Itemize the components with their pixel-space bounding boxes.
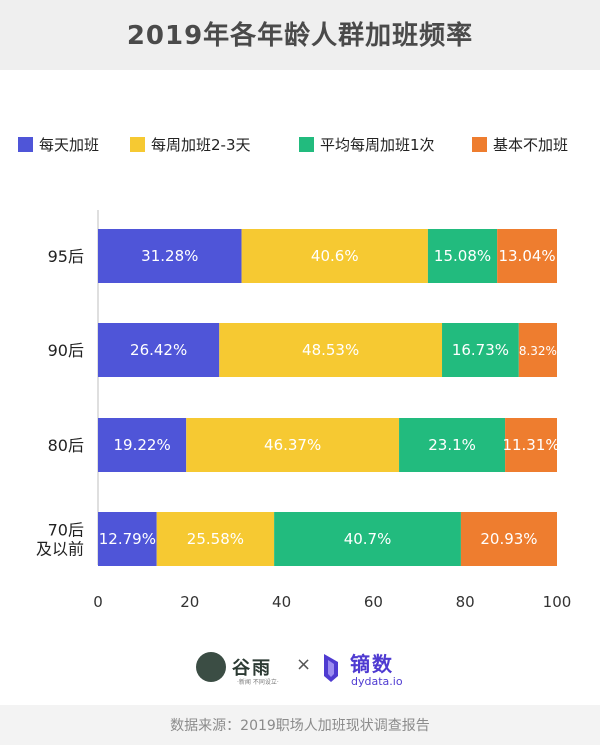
- bar-data-label: 23.1%: [428, 436, 476, 454]
- x-tick-label: 40: [272, 593, 291, 611]
- bar-segment: [518, 323, 557, 377]
- legend-swatch-daily: [18, 137, 33, 152]
- bar-segment: [98, 229, 242, 283]
- bar-data-label: 20.93%: [480, 530, 537, 548]
- category-label: 70后及以前: [36, 521, 84, 559]
- bar-segment: [505, 418, 557, 472]
- bar-segment: [460, 512, 557, 566]
- category-label: 90后: [48, 341, 84, 360]
- header-band: [0, 0, 600, 70]
- legend-swatch-rarely: [472, 137, 487, 152]
- legend-label-rarely: 基本不加班: [493, 136, 569, 154]
- dydata-logo-icon: [324, 654, 338, 682]
- bar-data-label: 11.31%: [502, 436, 559, 454]
- guyu-logo-subtext: ·新闻 不同设立·: [237, 679, 279, 686]
- bar-data-label: 15.08%: [434, 247, 491, 265]
- bar-segment: [442, 323, 519, 377]
- x-tick-label: 20: [180, 593, 199, 611]
- logo-separator: ×: [296, 654, 312, 675]
- bar-data-label: 26.42%: [130, 341, 187, 359]
- bar-data-label: 40.7%: [344, 530, 392, 548]
- bar-segment: [219, 323, 443, 377]
- bar-data-label: 8.32%: [519, 344, 557, 358]
- bar-segment: [241, 229, 428, 283]
- bar-data-label: 12.79%: [99, 530, 156, 548]
- logo-row: 谷雨 ·新闻 不同设立· × 镝数 dydata.io: [0, 640, 600, 700]
- legend-label-weekly-once: 平均每周加班1次: [320, 136, 435, 154]
- category-label: 80后: [48, 436, 84, 455]
- legend-label-daily: 每天加班: [39, 136, 100, 154]
- guyu-logo-icon: [196, 652, 226, 682]
- chart-title: 2019年各年龄人群加班频率: [126, 21, 474, 51]
- bar-segment: [98, 323, 220, 377]
- bar-segment: [399, 418, 506, 472]
- bar-segment: [98, 418, 187, 472]
- bar-data-label: 25.58%: [187, 530, 244, 548]
- bar-segment: [427, 229, 498, 283]
- bar-data-label: 19.22%: [114, 436, 171, 454]
- chart-legend: 每天加班 每周加班2-3天 平均每周加班1次 基本不加班: [18, 135, 598, 155]
- bar-data-label: 48.53%: [302, 341, 359, 359]
- bar-segment: [186, 418, 400, 472]
- guyu-logo-text: 谷雨: [232, 658, 272, 679]
- bar-data-label: 46.37%: [264, 436, 321, 454]
- x-tick-label: 60: [364, 593, 383, 611]
- bar-data-label: 40.6%: [311, 247, 359, 265]
- data-source: 数据来源：2019职场人加班现状调查报告: [170, 718, 430, 734]
- dydata-logo-subtext: dydata.io: [351, 675, 403, 688]
- bar-segment: [98, 512, 157, 566]
- bar-segment: [274, 512, 461, 566]
- legend-swatch-weekly-once: [299, 137, 314, 152]
- stacked-bar-chart: 31.28% 40.6% 15.08% 13.04% 95后 26.42% 48.53% 16…: [36, 210, 572, 611]
- legend-label-weekly-2-3: 每周加班2-3天: [151, 136, 251, 154]
- dydata-logo-text: 镝数: [350, 652, 394, 676]
- category-label: 95后: [48, 247, 84, 266]
- x-tick-label: 80: [456, 593, 475, 611]
- x-tick-label: 0: [93, 593, 103, 611]
- bar-data-label: 13.04%: [498, 247, 555, 265]
- bar-segment: [156, 512, 275, 566]
- footer-band: [0, 705, 600, 745]
- legend-swatch-weekly-2-3: [130, 137, 145, 152]
- bar-segment: [497, 229, 557, 283]
- bar-data-label: 31.28%: [141, 247, 198, 265]
- bar-data-label: 16.73%: [452, 341, 509, 359]
- x-tick-label: 100: [543, 593, 572, 611]
